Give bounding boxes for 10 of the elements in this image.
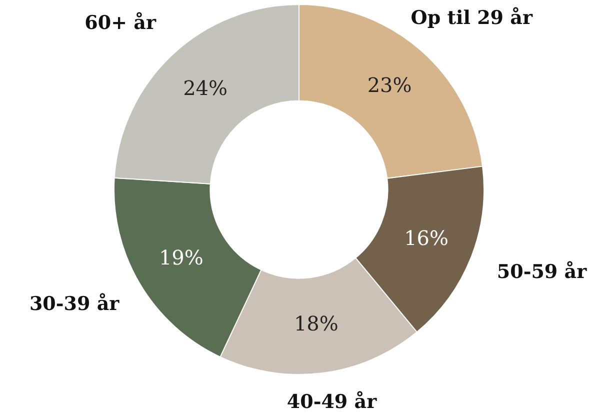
slice-label: 30-39 år: [29, 292, 120, 315]
data-label: 23%: [367, 73, 412, 98]
slice-label: 50-59 år: [496, 261, 588, 283]
slice-label: 60+ år: [84, 12, 157, 34]
data-label: 16%: [404, 226, 449, 250]
data-label: 24%: [183, 76, 228, 100]
data-label: 18%: [294, 312, 338, 336]
slice-label: Op til 29 år: [410, 7, 534, 30]
data-label: 19%: [158, 245, 204, 270]
slice-label: 40-49 år: [286, 390, 378, 413]
